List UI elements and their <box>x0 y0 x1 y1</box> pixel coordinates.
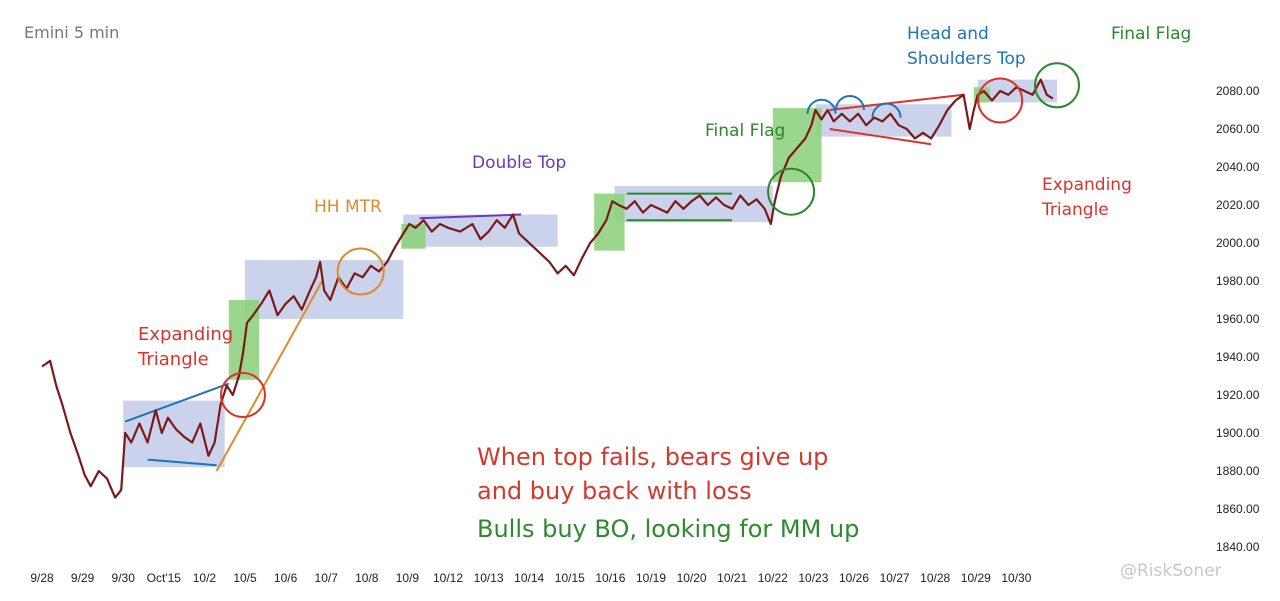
x-tick-label: 10/19 <box>636 571 666 585</box>
x-tick-label: 10/29 <box>961 571 991 585</box>
final-flag-mid-label: Final Flag <box>705 121 785 141</box>
y-tick-label: 1860.00 <box>1216 502 1260 516</box>
y-tick-label: 2000.00 <box>1216 236 1260 250</box>
y-axis: 1840.00 1860.00 1880.00 1900.00 1920.00 1940.… <box>1216 84 1260 554</box>
commentary-line-2: and buy back with loss <box>477 477 752 505</box>
commentary-line-1: When top fails, bears give up <box>477 443 828 471</box>
head-shoulders-arc <box>834 95 865 111</box>
x-tick-label: 10/5 <box>233 571 257 585</box>
x-tick-label: 10/14 <box>514 571 544 585</box>
circle-final-flag-mid <box>767 167 816 216</box>
pattern-circles <box>219 62 1080 418</box>
price-series <box>41 78 1054 499</box>
hh-mtr-label: HH MTR <box>314 197 382 217</box>
x-tick-label: 10/28 <box>920 571 950 585</box>
triangle-right-bottom <box>829 128 932 146</box>
x-tick-label: 10/6 <box>274 571 298 585</box>
x-tick-label: 10/20 <box>677 571 707 585</box>
x-axis: 9/28 9/29 9/30 Oct'15 10/2 10/5 10/6 10/7 10/8 10… <box>30 571 1031 585</box>
breakout-box <box>594 193 625 251</box>
x-tick-label: 10/27 <box>880 571 910 585</box>
x-tick-label: 10/22 <box>758 571 788 585</box>
x-tick-label: 10/9 <box>396 571 420 585</box>
x-tick-label: 10/23 <box>798 571 828 585</box>
pattern-lines <box>124 93 964 472</box>
x-tick-label: Oct'15 <box>147 571 182 585</box>
y-tick-label: 1880.00 <box>1216 464 1260 478</box>
x-tick-label: 10/8 <box>355 571 379 585</box>
x-tick-label: 9/29 <box>71 571 95 585</box>
circle-final-flag-right <box>1034 62 1080 109</box>
commentary-line-3: Bulls buy BO, looking for MM up <box>477 515 859 543</box>
x-tick-label: 9/30 <box>112 571 136 585</box>
range-box <box>403 214 558 247</box>
double-top-label: Double Top <box>472 153 566 173</box>
head-shoulders-label: Head and Shoulders Top <box>907 24 1026 69</box>
x-tick-label: 10/13 <box>474 571 504 585</box>
range-box <box>123 400 225 468</box>
circle-hh-mtr <box>336 247 385 296</box>
y-tick-label: 1920.00 <box>1216 388 1260 402</box>
y-tick-label: 2040.00 <box>1216 160 1260 174</box>
watermark: @RiskSoner <box>1120 561 1222 581</box>
x-tick-label: 10/26 <box>839 571 869 585</box>
y-tick-label: 1940.00 <box>1216 350 1260 364</box>
x-tick-label: 10/15 <box>555 571 585 585</box>
x-tick-label: 10/12 <box>433 571 463 585</box>
final-flag-right-label: Final Flag <box>1111 24 1191 44</box>
triangle-top-line <box>124 382 230 423</box>
x-tick-label: 10/21 <box>717 571 747 585</box>
circle-expanding-right <box>977 77 1024 124</box>
triangle-right-top <box>829 93 964 111</box>
x-tick-label: 10/7 <box>315 571 339 585</box>
triangle-bottom-line <box>147 458 217 467</box>
chart-title: Emini 5 min <box>24 23 119 42</box>
y-tick-label: 1900.00 <box>1216 426 1260 440</box>
trendline-orange <box>215 280 324 472</box>
y-tick-label: 1960.00 <box>1216 312 1260 326</box>
y-tick-label: 2060.00 <box>1216 122 1260 136</box>
y-tick-label: 1980.00 <box>1216 274 1260 288</box>
y-tick-label: 2020.00 <box>1216 198 1260 212</box>
breakout-box <box>401 224 426 249</box>
x-tick-label: 9/28 <box>30 571 54 585</box>
x-tick-label: 10/30 <box>1001 571 1031 585</box>
double-top-line <box>419 213 522 220</box>
head-shoulders-arc <box>806 98 837 114</box>
price-line <box>41 78 1054 499</box>
y-tick-label: 1840.00 <box>1216 540 1260 554</box>
circle-breakout-left <box>219 372 266 418</box>
expanding-triangle-right-label: Expanding Triangle <box>1041 175 1137 220</box>
x-tick-label: 10/2 <box>193 571 217 585</box>
y-tick-label: 2080.00 <box>1216 84 1260 98</box>
head-shoulders-arc <box>871 102 902 118</box>
expanding-triangle-left-label: Expanding Triangle <box>137 324 239 370</box>
x-tick-label: 10/16 <box>595 571 625 585</box>
